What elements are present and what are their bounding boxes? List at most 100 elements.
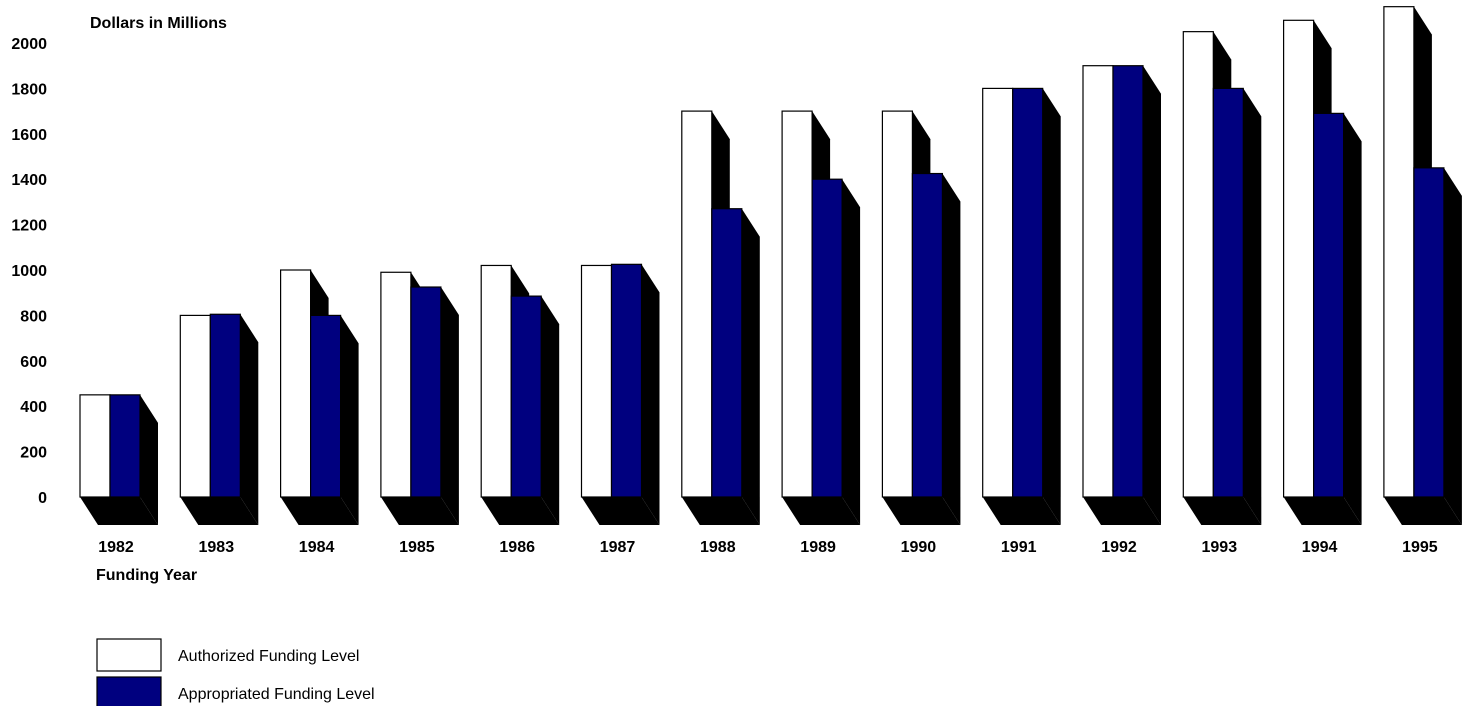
bar-authorized-1985: [380, 271, 412, 498]
x-tick-label: 1983: [199, 539, 235, 556]
bar-group-1995: [1383, 6, 1462, 525]
floor-shadow: [1283, 497, 1362, 525]
appropriated-side-shadow: [842, 179, 861, 525]
floor-shadow: [681, 497, 760, 525]
bar-appropriated-1987: [610, 263, 643, 498]
authorized-side-shadow: [1313, 20, 1332, 114]
appropriated-side-shadow: [240, 314, 259, 525]
legend-label-authorized: Authorized Funding Level: [178, 648, 359, 665]
bar-authorized-1983: [179, 314, 211, 498]
floor-shadow: [882, 497, 961, 525]
appropriated-side-shadow: [140, 394, 158, 525]
x-tick-label: 1994: [1302, 539, 1338, 556]
bar-authorized-1986: [480, 264, 512, 498]
bar-authorized-1982: [79, 394, 111, 498]
y-axis-ticks: 0 200 400 600 800 1000 1200 1400 1600 1800 2000: [11, 36, 47, 507]
appropriated-side-shadow: [1042, 88, 1061, 526]
y-tick-label: 1000: [11, 263, 47, 280]
bar-group-1988: [681, 110, 760, 525]
bar-authorized-1993: [1182, 31, 1214, 498]
floor-shadow: [1083, 497, 1161, 525]
floor-shadow: [180, 497, 259, 525]
x-axis-title: Funding Year: [96, 567, 197, 584]
legend-label-appropriated: Appropriated Funding Level: [178, 686, 375, 703]
floor-shadow: [982, 497, 1061, 525]
bar-appropriated-1982: [109, 394, 141, 498]
floor-shadow: [80, 497, 158, 525]
floor-shadow: [1183, 497, 1262, 525]
floor-shadow: [280, 497, 359, 525]
bar-appropriated-1991: [1012, 87, 1044, 498]
bar-authorized-1987: [580, 264, 613, 498]
bar-group-1986: [480, 264, 560, 525]
bar-appropriated-1992: [1112, 65, 1144, 498]
x-tick-label: 1986: [499, 539, 535, 556]
bar-group-1993: [1182, 31, 1262, 526]
y-tick-label: 600: [20, 354, 47, 371]
legend-swatch-authorized: [96, 638, 162, 672]
authorized-side-shadow: [912, 111, 931, 174]
x-tick-label: 1982: [98, 539, 134, 556]
appropriated-side-shadow: [541, 296, 560, 525]
bar-group-1984: [280, 269, 359, 525]
floor-shadow: [782, 497, 861, 525]
bar-authorized-1990: [881, 110, 914, 498]
y-tick-label: 1400: [11, 172, 47, 189]
bar-appropriated-1988: [711, 208, 743, 498]
bar-appropriated-1985: [410, 286, 442, 498]
bar-appropriated-1989: [811, 178, 843, 498]
floor-shadow: [481, 497, 560, 525]
appropriated-side-shadow: [1143, 65, 1161, 525]
authorized-side-shadow: [511, 265, 530, 297]
bar-group-1991: [982, 87, 1061, 526]
bar-authorized-1991: [982, 87, 1014, 498]
x-tick-label: 1992: [1101, 539, 1137, 556]
y-tick-label: 2000: [11, 36, 47, 53]
authorized-side-shadow: [310, 270, 329, 316]
bar-appropriated-1990: [911, 172, 944, 498]
authorized-side-shadow: [711, 111, 730, 209]
appropriated-side-shadow: [1343, 113, 1362, 526]
bar-appropriated-1986: [510, 295, 542, 498]
bar-group-1989: [781, 110, 861, 525]
appropriated-side-shadow: [641, 264, 660, 525]
bar-authorized-1994: [1282, 19, 1315, 498]
x-tick-label: 1991: [1001, 539, 1037, 556]
y-tick-label: 1200: [11, 218, 47, 235]
x-tick-label: 1988: [700, 539, 736, 556]
x-tick-label: 1993: [1202, 539, 1238, 556]
bar-authorized-1992: [1082, 65, 1114, 498]
bars-group: [79, 6, 1462, 526]
appropriated-side-shadow: [942, 173, 961, 525]
y-tick-label: 400: [20, 399, 47, 416]
floor-shadow: [380, 497, 459, 525]
appropriated-side-shadow: [340, 315, 359, 525]
x-tick-label: 1990: [901, 539, 937, 556]
legend: Authorized Funding Level Appropriated Fu…: [96, 638, 375, 706]
x-axis-ticks: 1982 1983 1984 1985 1986 1987 1988 1989 1990 1991…: [98, 539, 1438, 556]
x-tick-label: 1985: [399, 539, 435, 556]
floor-shadow: [581, 497, 660, 525]
x-tick-label: 1984: [299, 539, 335, 556]
y-tick-label: 800: [20, 308, 47, 325]
bar-authorized-1989: [781, 110, 813, 498]
y-tick-label: 200: [20, 445, 47, 462]
appropriated-side-shadow: [1243, 88, 1262, 526]
bar-appropriated-1994: [1312, 112, 1345, 498]
bar-group-1982: [79, 394, 158, 525]
legend-swatch-appropriated: [96, 676, 162, 706]
y-tick-label: 0: [38, 490, 47, 507]
appropriated-side-shadow: [1443, 167, 1462, 525]
bar-appropriated-1983: [209, 313, 241, 498]
bar-authorized-1988: [681, 110, 713, 498]
floor-shadow: [1383, 497, 1462, 525]
x-tick-label: 1987: [600, 539, 636, 556]
bar-appropriated-1984: [310, 314, 342, 498]
y-tick-label: 1800: [11, 81, 47, 98]
appropriated-side-shadow: [741, 208, 760, 525]
bar-authorized-1995: [1383, 6, 1415, 498]
bar-group-1985: [380, 271, 459, 525]
bar-authorized-1984: [280, 269, 312, 498]
authorized-side-shadow: [1213, 31, 1232, 89]
